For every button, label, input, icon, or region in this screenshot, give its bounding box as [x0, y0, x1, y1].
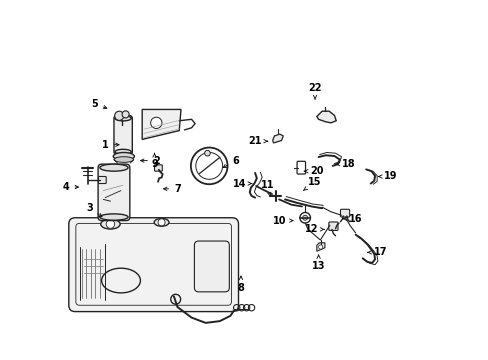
Circle shape: [122, 111, 129, 118]
Circle shape: [106, 220, 114, 228]
Text: 10: 10: [272, 216, 292, 226]
Ellipse shape: [113, 153, 134, 160]
Circle shape: [150, 117, 162, 129]
Text: 4: 4: [63, 182, 78, 192]
Circle shape: [204, 150, 210, 156]
FancyBboxPatch shape: [114, 116, 132, 154]
Ellipse shape: [115, 149, 131, 154]
Text: 12: 12: [304, 224, 324, 234]
Ellipse shape: [154, 219, 169, 226]
Ellipse shape: [101, 219, 120, 229]
Text: 1: 1: [102, 140, 119, 150]
Text: 20: 20: [304, 166, 323, 176]
Text: 16: 16: [343, 214, 362, 224]
Ellipse shape: [100, 214, 128, 220]
FancyBboxPatch shape: [154, 165, 162, 171]
FancyBboxPatch shape: [328, 222, 337, 230]
Circle shape: [318, 245, 322, 249]
Text: 18: 18: [335, 159, 355, 169]
Polygon shape: [142, 109, 181, 139]
Text: 21: 21: [248, 136, 267, 146]
Circle shape: [158, 219, 165, 226]
FancyBboxPatch shape: [98, 176, 106, 184]
Text: 3: 3: [86, 203, 102, 217]
Circle shape: [302, 215, 307, 220]
Text: 9: 9: [151, 153, 158, 169]
Text: 2: 2: [141, 156, 160, 166]
Polygon shape: [272, 134, 283, 143]
Text: 13: 13: [311, 255, 325, 271]
Text: 6: 6: [223, 156, 239, 167]
Polygon shape: [316, 243, 324, 251]
Text: 14: 14: [232, 179, 251, 189]
Ellipse shape: [115, 116, 131, 121]
Ellipse shape: [100, 164, 128, 171]
FancyBboxPatch shape: [340, 209, 349, 217]
Text: 11: 11: [260, 180, 274, 196]
FancyBboxPatch shape: [98, 164, 130, 221]
FancyBboxPatch shape: [194, 241, 229, 292]
Polygon shape: [316, 111, 336, 123]
Text: 8: 8: [237, 276, 244, 293]
Text: 7: 7: [163, 184, 181, 194]
Circle shape: [114, 111, 123, 120]
Text: 17: 17: [367, 247, 386, 257]
Text: 5: 5: [91, 99, 106, 109]
Text: 15: 15: [303, 177, 321, 190]
FancyBboxPatch shape: [69, 218, 238, 312]
Ellipse shape: [114, 157, 133, 162]
Text: 19: 19: [378, 171, 397, 181]
Text: 22: 22: [307, 83, 321, 99]
